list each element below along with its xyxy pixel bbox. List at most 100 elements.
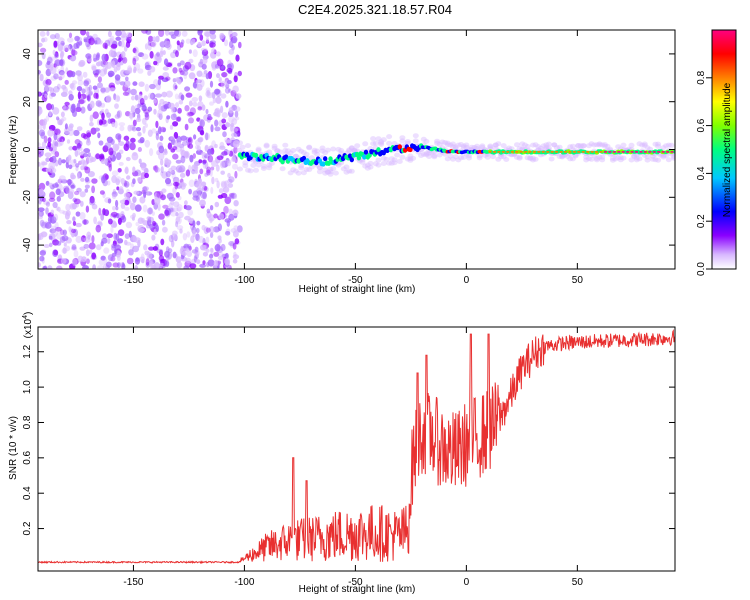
- heatmap-noise-cell: [68, 226, 72, 232]
- heatmap-noise-cell: [166, 115, 171, 120]
- heatmap-halo-cell: [641, 141, 648, 147]
- heatmap-peak-cell: [524, 151, 528, 153]
- heatmap-noise-cell: [225, 159, 232, 164]
- heatmap-noise-cell: [108, 163, 113, 172]
- heatmap-noise-cell: [38, 262, 41, 268]
- heatmap-noise-cell: [165, 90, 173, 98]
- heatmap-noise-cell: [162, 50, 166, 56]
- heatmap-halo-cell: [396, 159, 403, 164]
- heatmap-noise-cell: [236, 225, 243, 233]
- heatmap-cells: [38, 30, 675, 269]
- heatmap-noise-cell: [111, 243, 117, 249]
- heatmap-noise-cell: [213, 260, 219, 267]
- heatmap-halo-cell: [609, 157, 616, 163]
- heatmap-halo-cell: [284, 148, 291, 154]
- heatmap-noise-cell: [165, 177, 171, 185]
- heatmap-noise-cell: [184, 200, 188, 206]
- heatmap-noise-cell: [210, 124, 214, 133]
- colorbar-tick-label: 0.8: [696, 70, 707, 84]
- heatmap-peak-cell: [541, 151, 545, 153]
- heatmap-noise-cell: [124, 199, 130, 206]
- heatmap-noise-cell: [124, 239, 128, 246]
- heatmap-noise-cell: [121, 262, 125, 268]
- heatmap-halo-cell: [407, 153, 414, 159]
- heatmap-noise-cell: [165, 260, 170, 267]
- heatmap-peak-cell: [648, 151, 652, 153]
- heatmap-noise-cell: [232, 127, 239, 132]
- heatmap-noise-cell: [94, 127, 100, 132]
- heatmap-noise-cell: [187, 142, 190, 148]
- heatmap-noise-cell: [49, 165, 54, 174]
- heatmap-noise-cell: [155, 120, 159, 129]
- heatmap-noise-cell: [175, 50, 179, 58]
- heatmap-noise-cell: [159, 135, 164, 142]
- heatmap-noise-cell: [72, 216, 76, 222]
- heatmap-halo-cell: [455, 157, 462, 163]
- heatmap-noise-cell: [181, 181, 185, 186]
- heatmap-noise-cell: [49, 228, 57, 234]
- heatmap-noise-cell: [234, 110, 239, 118]
- heatmap-noise-cell: [235, 93, 242, 99]
- heatmap-halo-cell: [479, 144, 486, 150]
- heatmap-halo-cell: [652, 141, 659, 147]
- snr-x-axis: -150 -100 -50 0 50: [123, 327, 583, 588]
- heatmap-noise-cell: [61, 159, 66, 164]
- heatmap-halo-cell: [367, 160, 374, 166]
- heatmap-halo-cell: [300, 150, 307, 156]
- heatmap-halo-cell: [615, 155, 622, 161]
- heatmap-halo-cell: [583, 157, 590, 163]
- heatmap-halo-cell: [322, 150, 329, 156]
- heatmap-noise-cell: [196, 70, 203, 77]
- heatmap-noise-cell: [152, 246, 158, 251]
- snr-x-label: Height of straight line (km): [299, 584, 416, 595]
- heatmap-noise-cell: [114, 103, 119, 109]
- heatmap-halo-cell: [380, 161, 387, 166]
- heatmap-noise-cell: [228, 88, 232, 93]
- heatmap-noise-cell: [47, 141, 52, 148]
- heatmap-noise-cell: [203, 226, 209, 235]
- heatmap-halo-cell: [615, 144, 622, 150]
- heatmap-noise-cell: [107, 70, 115, 77]
- heatmap-halo-cell: [346, 168, 353, 174]
- heatmap-noise-cell: [203, 30, 211, 37]
- heatmap-noise-cell: [104, 174, 110, 180]
- heatmap-halo-cell: [612, 156, 619, 162]
- heatmap-noise-cell: [100, 255, 106, 261]
- heatmap-noise-cell: [184, 205, 192, 211]
- heatmap-noise-cell: [142, 186, 148, 194]
- heatmap-noise-cell: [100, 241, 104, 247]
- heatmap-noise-cell: [41, 37, 46, 43]
- heatmap-noise-cell: [133, 68, 137, 74]
- heatmap-halo-cell: [436, 152, 443, 158]
- heatmap-noise-cell: [57, 37, 65, 44]
- heatmap-noise-cell: [211, 61, 218, 69]
- heatmap-noise-cell: [130, 137, 136, 143]
- heatmap-halo-cell: [375, 136, 382, 142]
- heatmap-noise-cell: [225, 83, 230, 89]
- heatmap-noise-cell: [230, 228, 238, 233]
- heatmap-noise-cell: [86, 31, 90, 37]
- heatmap-noise-cell: [192, 49, 198, 58]
- heatmap-noise-cell: [186, 111, 194, 117]
- heatmap-noise-cell: [123, 135, 130, 141]
- heatmap-noise-cell: [165, 171, 171, 178]
- heatmap-noise-cell: [41, 52, 46, 60]
- heatmap-halo-cell: [335, 162, 342, 168]
- heatmap-halo-cell: [498, 154, 504, 160]
- heatmap-noise-cell: [131, 152, 139, 161]
- heatmap-noise-cell: [225, 100, 229, 108]
- heatmap-noise-cell: [217, 235, 222, 241]
- heatmap-halo-cell: [548, 156, 555, 162]
- heatmap-noise-cell: [176, 261, 183, 269]
- heatmap-noise-cell: [234, 116, 240, 121]
- heatmap-noise-cell: [59, 175, 66, 182]
- heatmap-halo-cell: [282, 142, 289, 148]
- heatmap-noise-cell: [201, 181, 207, 187]
- heatmap-peak-cell: [559, 151, 563, 153]
- heatmap-peak-cell: [501, 151, 505, 153]
- heatmap-noise-cell: [181, 251, 188, 257]
- heatmap-noise-cell: [168, 136, 175, 142]
- heatmap-noise-cell: [181, 39, 185, 45]
- heatmap-noise-cell: [154, 165, 159, 173]
- heatmap-noise-cell: [48, 110, 52, 117]
